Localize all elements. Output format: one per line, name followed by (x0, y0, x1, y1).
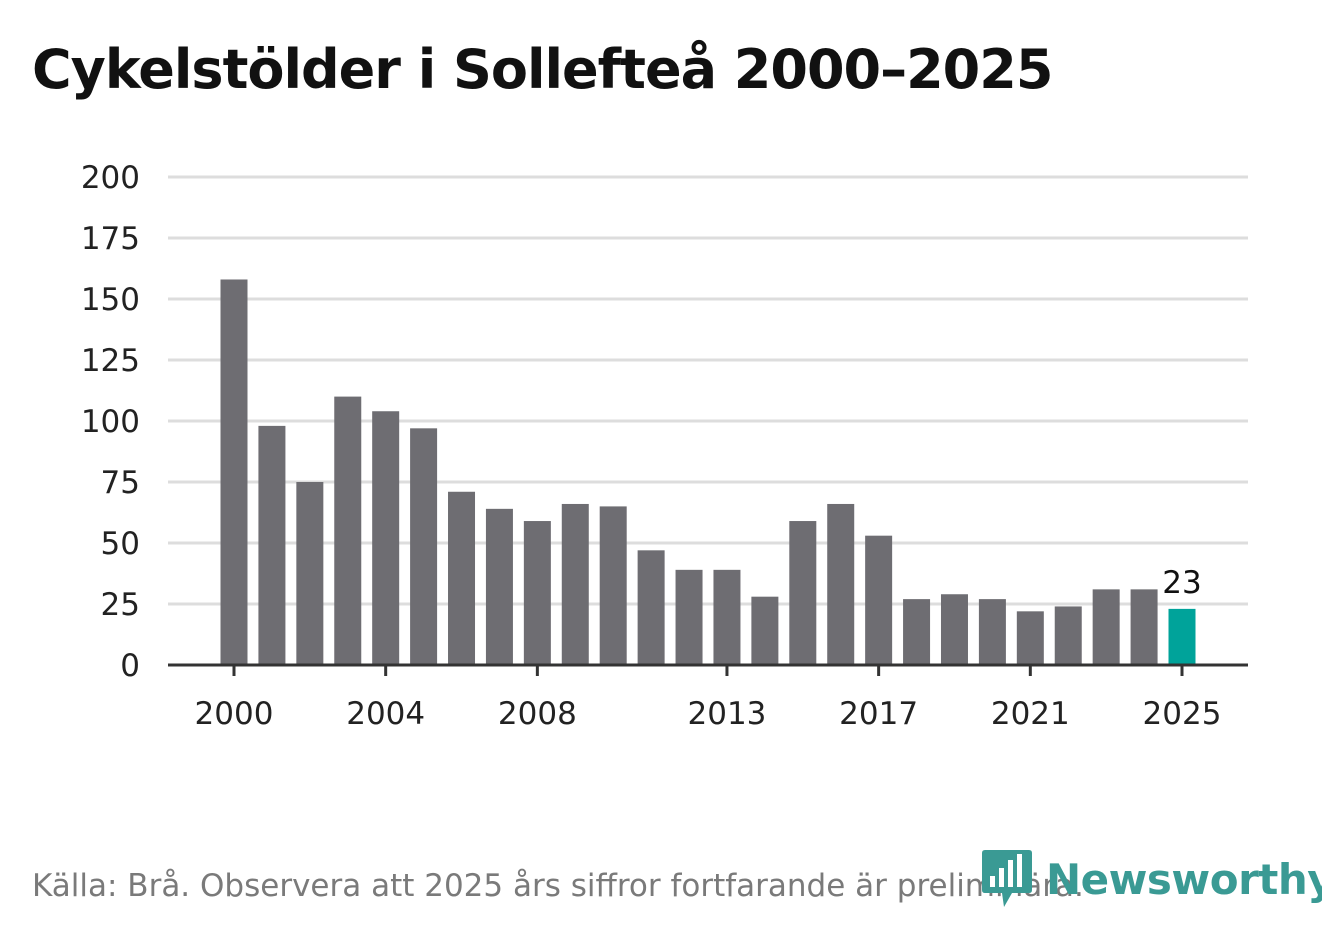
bar-2003 (334, 396, 362, 665)
bar-2024 (1130, 589, 1158, 665)
x-tick-label: 2000 (195, 696, 274, 732)
gridlines (168, 175, 1248, 606)
bar-2005 (410, 428, 438, 665)
x-tick-label: 2021 (991, 696, 1070, 732)
bar-annotation: 23 (1162, 565, 1201, 601)
bar-2013 (713, 569, 741, 665)
bar-2014 (751, 596, 779, 665)
bar-2021 (1016, 611, 1044, 665)
y-axis-ticks: 0 25 50 75 100 125 150 175 200 (81, 160, 140, 684)
y-tick-label: 25 (101, 587, 140, 623)
chart-title: Cykelstölder i Sollefteå 2000–2025 (32, 38, 1053, 101)
bar-2011 (637, 550, 665, 665)
y-tick-label: 175 (81, 221, 140, 257)
y-tick-label: 150 (81, 282, 140, 318)
bar-2023 (1092, 589, 1120, 665)
bar-2015 (789, 521, 817, 665)
x-tick-label: 2008 (498, 696, 577, 732)
bar-2012 (675, 569, 703, 665)
bar-2019 (940, 594, 968, 665)
y-tick-label: 0 (120, 648, 140, 684)
bar-2006 (448, 491, 476, 665)
bar-2022 (1054, 606, 1082, 665)
bar-2016 (827, 503, 855, 665)
bar-2010 (599, 506, 627, 665)
newsworthy-logo-icon (982, 850, 1032, 907)
newsworthy-logo: Newsworthy (982, 850, 1322, 908)
y-tick-label: 200 (81, 160, 140, 196)
bar-2008 (523, 521, 551, 665)
bar-2004 (372, 411, 400, 665)
x-tick-label: 2017 (839, 696, 918, 732)
x-tick-label: 2025 (1143, 696, 1222, 732)
y-tick-label: 125 (81, 343, 140, 379)
y-tick-label: 50 (101, 526, 140, 562)
bar-2001 (258, 425, 286, 665)
bars (220, 279, 1196, 665)
bar-2020 (978, 599, 1006, 665)
bar-2002 (296, 482, 324, 665)
source-note: Källa: Brå. Observera att 2025 års siffr… (32, 868, 1084, 904)
bar-2025 (1168, 608, 1196, 665)
y-tick-label: 100 (81, 404, 140, 440)
x-tick-label: 2004 (346, 696, 425, 732)
newsworthy-logo-text: Newsworthy (1046, 854, 1322, 904)
bar-2017 (865, 535, 893, 665)
bar-2018 (903, 599, 931, 665)
y-tick-label: 75 (101, 465, 140, 501)
bar-2009 (561, 503, 589, 665)
x-tick-label: 2013 (688, 696, 767, 732)
bar-2000 (220, 279, 248, 665)
bar-2007 (485, 508, 513, 665)
x-axis-ticks: 2000 2004 2008 2013 2017 2021 2025 (195, 665, 1222, 732)
